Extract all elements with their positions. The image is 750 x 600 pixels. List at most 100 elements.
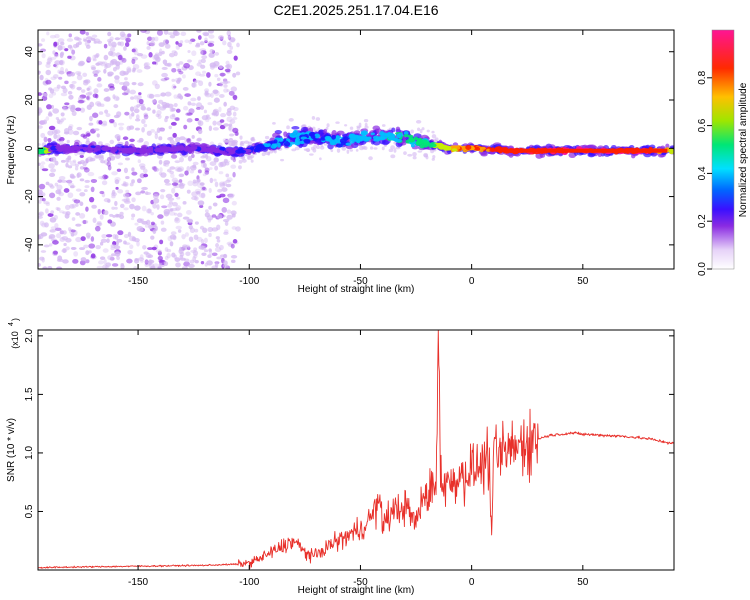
spectrogram-cell bbox=[208, 125, 213, 132]
spectrogram-cell bbox=[186, 112, 194, 116]
snr-x-tick-label: 0 bbox=[469, 577, 475, 588]
spectrogram-cell bbox=[164, 91, 172, 97]
spectrogram-cell bbox=[117, 122, 125, 126]
spectrogram-cell bbox=[76, 74, 83, 81]
spectrogram-cell bbox=[222, 218, 230, 223]
spectrogram-cell bbox=[395, 146, 401, 150]
spectrogram-cell bbox=[323, 128, 328, 135]
spectrogram-cell bbox=[117, 162, 124, 166]
spectrogram-cell bbox=[223, 253, 228, 259]
spectrogram-cell bbox=[125, 157, 130, 161]
spectrogram-cell bbox=[41, 168, 49, 172]
spectrogram-cell bbox=[141, 205, 147, 212]
spectrogram-cell bbox=[208, 52, 215, 58]
spectrogram-cell bbox=[209, 161, 217, 166]
spectrogram-cell bbox=[224, 68, 231, 73]
spectrogram-cell bbox=[154, 133, 159, 140]
spectrogram-cell bbox=[164, 247, 169, 252]
spectrogram-cell bbox=[111, 253, 116, 257]
spectrogram-cell bbox=[66, 179, 73, 184]
spectrogram-cell bbox=[43, 201, 50, 205]
spectrogram-cell bbox=[170, 231, 177, 235]
spectrogram-cell bbox=[187, 101, 192, 106]
spectrogram-cell bbox=[133, 51, 139, 56]
spectrogram-cell bbox=[119, 211, 124, 216]
spectrogram-cell bbox=[170, 121, 177, 126]
spectrogram-cell bbox=[100, 123, 108, 127]
spectrogram-cell bbox=[43, 149, 49, 154]
spectrogram-cell bbox=[79, 201, 84, 207]
spectrogram-cell bbox=[93, 128, 100, 131]
spectrogram-cell bbox=[116, 168, 122, 172]
spectrogram-cell bbox=[92, 112, 99, 118]
spectrogram-cell bbox=[437, 144, 445, 150]
spectrogram-cell bbox=[137, 257, 145, 261]
spectrogram-cell bbox=[138, 98, 144, 105]
spectrogram-cell bbox=[403, 134, 410, 138]
spectrogram-cell bbox=[182, 201, 187, 205]
spectrogram-cell bbox=[138, 137, 144, 143]
spectrogram-cell bbox=[166, 248, 172, 253]
spectrogram-cell bbox=[70, 246, 77, 250]
spectrogram-cell bbox=[43, 136, 48, 143]
spectrogram-cell bbox=[373, 138, 381, 142]
spectrogram-cell bbox=[48, 183, 54, 187]
spectrogram-cell bbox=[92, 93, 98, 98]
spectrogram-cell bbox=[156, 30, 163, 36]
spectrogram-cell bbox=[70, 175, 76, 179]
spectrogram-cell bbox=[588, 152, 596, 157]
spectrogram-cell bbox=[208, 187, 212, 194]
spectrogram-cell bbox=[178, 173, 185, 178]
spectrogram-cell bbox=[178, 248, 184, 255]
spectrogram-cell bbox=[314, 133, 321, 139]
spectrogram-cell bbox=[83, 39, 88, 42]
spectrogram-cell bbox=[191, 82, 196, 88]
spectrogram-cell bbox=[49, 229, 56, 233]
spectrogram-cell bbox=[127, 33, 132, 38]
spectrogram-cell bbox=[219, 81, 224, 87]
spectrogram-cell bbox=[114, 251, 121, 257]
snr-x-tick-label: -150 bbox=[128, 577, 148, 588]
spectrogram-cell bbox=[197, 129, 203, 135]
spectrogram-cell bbox=[61, 236, 69, 241]
spectrogram-cell bbox=[54, 60, 61, 66]
spectrogram-cell bbox=[211, 214, 217, 218]
spectrogram-cell bbox=[162, 59, 168, 65]
spectrogram-cell bbox=[152, 203, 157, 209]
spectrogram-cell bbox=[151, 36, 156, 41]
spectrogram-cell bbox=[164, 255, 169, 261]
spectrogram-cell bbox=[152, 193, 159, 199]
spectrogram-cell bbox=[63, 188, 70, 193]
spectrogram-cell bbox=[79, 151, 85, 155]
spectrogram-cell bbox=[421, 127, 425, 131]
spectrogram-cell bbox=[208, 232, 212, 238]
spectrogram-cell bbox=[391, 137, 397, 141]
spectrogram-cell bbox=[223, 123, 229, 127]
spectrogram-cell bbox=[223, 160, 230, 164]
spectrogram-cell bbox=[38, 183, 46, 190]
spectrogram-cell bbox=[331, 129, 337, 137]
spectrogram-cell bbox=[345, 142, 352, 146]
spectrogram-cell bbox=[255, 144, 261, 150]
snr-x-label: Height of straight line (km) bbox=[298, 585, 415, 596]
spectrogram-cell bbox=[90, 145, 96, 149]
spectrogram-cell bbox=[114, 213, 119, 218]
spectrogram-cell bbox=[174, 217, 179, 222]
spectrogram-cell bbox=[232, 239, 238, 244]
spectrogram-cell bbox=[67, 129, 74, 135]
spectrogram-cell bbox=[117, 54, 123, 61]
spectrogram-cell bbox=[363, 118, 369, 123]
spectrogram-cell bbox=[115, 186, 119, 190]
spectrogram-cell bbox=[194, 117, 200, 122]
spectrogram-cell bbox=[102, 174, 108, 180]
spectrogram-cell bbox=[137, 53, 144, 57]
spectrogram-cell bbox=[88, 250, 92, 254]
spectrogram-cell bbox=[85, 250, 90, 256]
spectrogram-cell bbox=[136, 69, 143, 73]
spectrogram-cell bbox=[133, 266, 138, 269]
spectrogram-panel: -150 -100 -50 0 50 -40 -20 0 20 40 Height of str… bbox=[6, 29, 675, 295]
spectrogram-cell bbox=[168, 211, 176, 216]
spectrogram-cell bbox=[86, 95, 91, 101]
spectrogram-cell bbox=[204, 88, 210, 93]
spectrogram-cell bbox=[192, 164, 197, 169]
